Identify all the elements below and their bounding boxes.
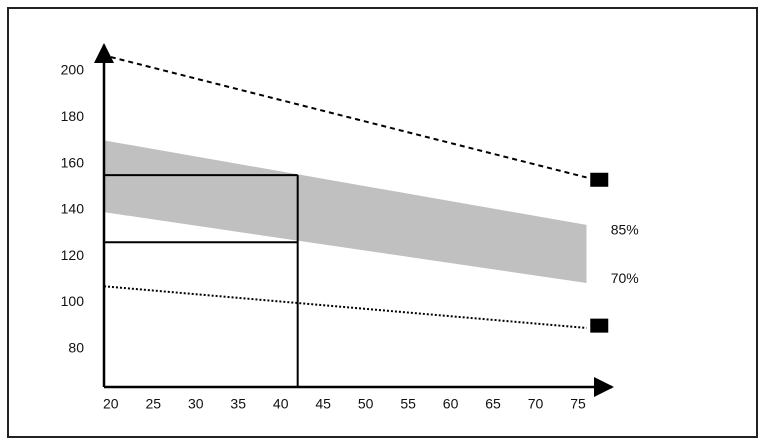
x-tick-label: 70 [528, 396, 544, 412]
frame [7, 7, 758, 438]
y-tick-label: 180 [61, 108, 85, 124]
x-tick-label: 30 [188, 396, 204, 412]
x-tick-label: 55 [400, 396, 416, 412]
x-tick-label: 75 [570, 396, 586, 412]
marker [590, 172, 609, 187]
x-tick-label: 65 [485, 396, 501, 412]
line-series [103, 285, 587, 329]
annotation: 85% [611, 221, 639, 237]
x-tick-label: 50 [358, 396, 374, 412]
y-tick-label: 80 [68, 339, 84, 355]
band [104, 140, 587, 284]
y-tick-label: 120 [61, 247, 85, 263]
x-tick-label: 60 [443, 396, 459, 412]
marker [590, 318, 609, 333]
x-tick-label: 40 [273, 396, 289, 412]
x-tick-label: 45 [315, 396, 331, 412]
y-tick-label: 160 [61, 154, 85, 170]
y-tick-label: 100 [61, 293, 85, 309]
x-tick-label: 25 [145, 396, 161, 412]
line-series [110, 56, 587, 179]
x-tick-label: 20 [103, 396, 119, 412]
x-tick-label: 35 [230, 396, 246, 412]
y-tick-label: 140 [61, 201, 85, 217]
annotation: 70% [611, 270, 639, 286]
y-tick-label: 200 [61, 62, 85, 78]
